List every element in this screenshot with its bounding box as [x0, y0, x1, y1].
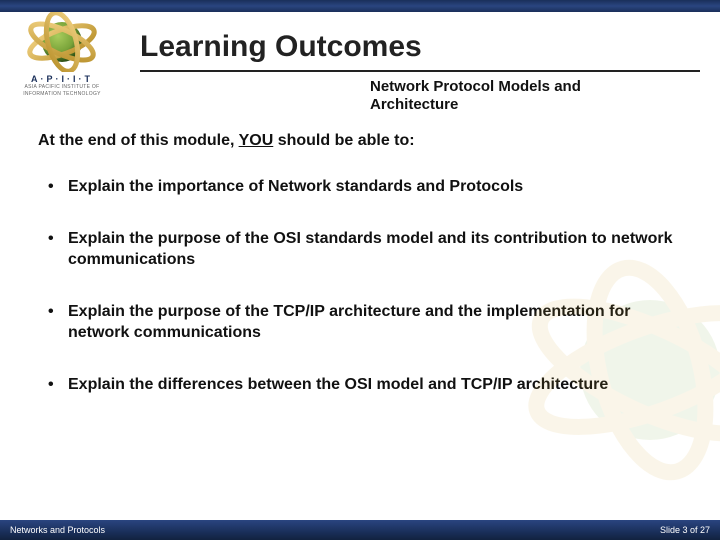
title-underline	[140, 70, 700, 72]
intro-emphasis: YOU	[239, 132, 274, 149]
logo-acronym: A·P·I·I·T	[6, 74, 118, 84]
intro-prefix: At the end of this module,	[38, 132, 239, 149]
intro-suffix: should be able to:	[273, 132, 414, 149]
list-item: Explain the differences between the OSI …	[38, 374, 682, 396]
top-accent-bar	[0, 0, 720, 12]
header: A·P·I·I·T ASIA PACIFIC INSTITUTE OF INFO…	[0, 12, 720, 122]
intro-line: At the end of this module, YOU should be…	[38, 132, 682, 150]
list-item: Explain the purpose of the TCP/IP archit…	[38, 301, 682, 344]
bullet-list: Explain the importance of Network standa…	[38, 176, 682, 396]
logo-block: A·P·I·I·T ASIA PACIFIC INSTITUTE OF INFO…	[6, 12, 118, 97]
page-subtitle: Network Protocol Models and Architecture	[370, 78, 650, 114]
footer-left: Networks and Protocols	[10, 525, 105, 535]
logo-subtitle-line2: INFORMATION TECHNOLOGY	[6, 92, 118, 98]
globe-logo-icon	[17, 12, 107, 72]
list-item: Explain the purpose of the OSI standards…	[38, 228, 682, 271]
page-title: Learning Outcomes	[140, 30, 422, 64]
logo-subtitle-line1: ASIA PACIFIC INSTITUTE OF	[6, 85, 118, 91]
content-area: At the end of this module, YOU should be…	[38, 132, 682, 426]
list-item: Explain the importance of Network standa…	[38, 176, 682, 198]
footer-bar: Networks and Protocols Slide 3 of 27	[0, 520, 720, 540]
footer-right: Slide 3 of 27	[660, 525, 710, 535]
